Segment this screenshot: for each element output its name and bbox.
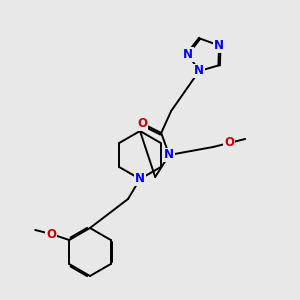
- Text: N: N: [164, 148, 174, 161]
- Text: N: N: [183, 48, 193, 61]
- Text: N: N: [214, 39, 224, 52]
- Text: N: N: [194, 64, 204, 77]
- Text: O: O: [224, 136, 234, 149]
- Text: O: O: [137, 118, 147, 130]
- Text: N: N: [135, 172, 145, 185]
- Text: O: O: [46, 227, 56, 241]
